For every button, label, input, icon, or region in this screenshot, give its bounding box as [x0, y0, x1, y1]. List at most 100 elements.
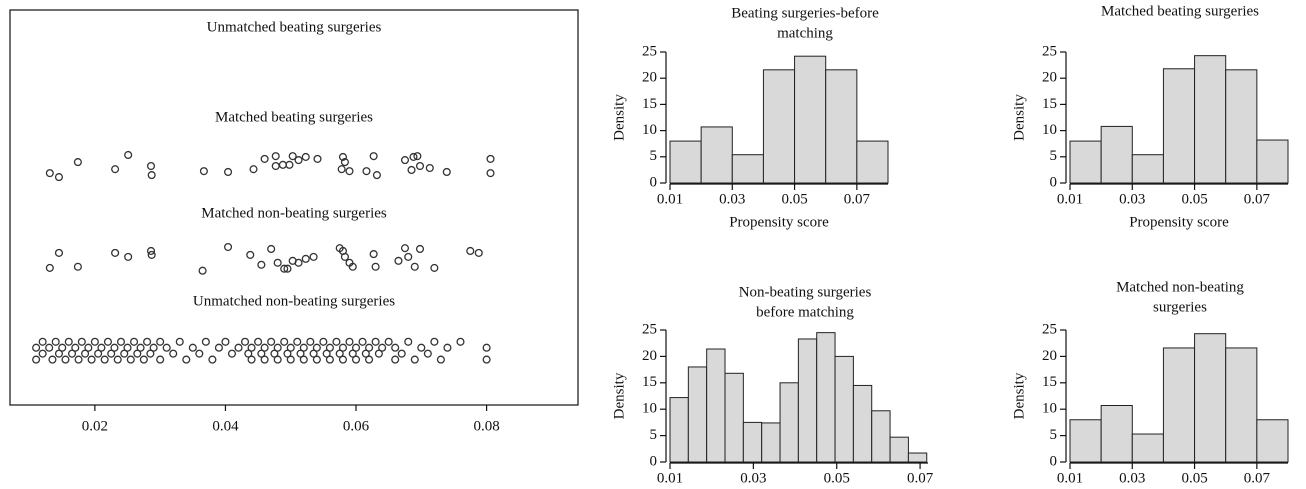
- point: [97, 343, 106, 352]
- point: [221, 337, 230, 346]
- point: [351, 355, 361, 364]
- point: [369, 250, 378, 259]
- point: [143, 337, 152, 346]
- y-tick-label: 5: [650, 427, 658, 443]
- point: [313, 154, 322, 163]
- y-tick-label: 15: [1042, 374, 1057, 390]
- bar: [669, 397, 689, 463]
- point: [182, 355, 191, 364]
- point: [257, 349, 266, 358]
- y-axis-label: Density: [611, 94, 627, 141]
- x-tick-label: 0.03: [1119, 191, 1145, 207]
- point: [415, 244, 425, 254]
- point: [430, 263, 439, 272]
- point: [374, 349, 383, 358]
- point: [147, 250, 156, 259]
- plot-frame: [9, 9, 579, 406]
- point: [338, 355, 348, 364]
- point: [260, 154, 269, 163]
- point: [234, 343, 243, 352]
- y-tick-label: 0: [1050, 174, 1058, 190]
- point: [77, 337, 86, 346]
- point: [425, 163, 434, 173]
- x-tick-label: 0.01: [657, 470, 683, 486]
- point: [198, 266, 207, 275]
- bar: [1256, 139, 1289, 184]
- point: [260, 355, 269, 364]
- point: [195, 349, 204, 358]
- point: [270, 349, 279, 358]
- bar: [1069, 419, 1102, 463]
- point: [67, 349, 77, 358]
- point: [169, 349, 178, 358]
- point: [146, 349, 155, 358]
- x-tick-label: 0.03: [740, 470, 766, 486]
- point: [249, 165, 258, 174]
- point: [208, 355, 217, 364]
- y-tick-label: 25: [1042, 43, 1057, 59]
- point: [345, 167, 354, 176]
- y-tick-label: 0: [650, 174, 658, 190]
- point: [124, 150, 133, 160]
- x-tick-label: 0.01: [1057, 191, 1083, 207]
- point: [48, 355, 57, 364]
- y-tick-label: 25: [642, 43, 657, 59]
- point: [371, 262, 380, 271]
- point: [351, 343, 361, 352]
- point: [482, 355, 491, 364]
- y-tick-label: 15: [1042, 96, 1057, 112]
- point: [294, 156, 303, 165]
- x-tick-label: 0.07: [1244, 191, 1271, 207]
- point: [365, 355, 374, 364]
- point: [391, 343, 400, 352]
- point: [111, 165, 120, 174]
- point: [110, 343, 119, 352]
- point: [407, 165, 416, 175]
- point: [162, 343, 171, 352]
- point: [486, 169, 495, 178]
- point: [409, 152, 418, 161]
- x-tick-label: 0.03: [1119, 470, 1145, 486]
- chart-title: Non-beating surgeries: [739, 284, 872, 300]
- y-tick-label: 25: [642, 321, 657, 337]
- point: [71, 343, 80, 352]
- y-tick-label: 0: [650, 453, 658, 469]
- point: [188, 343, 197, 352]
- point: [309, 349, 318, 358]
- point: [325, 343, 334, 352]
- point: [45, 343, 54, 352]
- point: [271, 161, 280, 171]
- group-label: Matched beating surgeries: [215, 109, 373, 125]
- bar: [1162, 68, 1196, 184]
- point: [257, 260, 266, 269]
- y-tick-label: 10: [642, 401, 657, 417]
- x-tick-label: 0.01: [657, 191, 683, 207]
- point: [372, 171, 381, 180]
- point: [369, 152, 378, 161]
- point: [400, 244, 410, 253]
- point: [345, 337, 354, 346]
- point: [45, 169, 54, 178]
- point: [201, 337, 210, 346]
- bar: [1256, 419, 1289, 463]
- x-tick-label: 0.05: [1181, 191, 1207, 207]
- point: [335, 349, 344, 358]
- point: [362, 167, 371, 176]
- chart-title: Beating surgeries-before: [731, 5, 879, 21]
- point: [404, 252, 413, 261]
- point: [58, 343, 67, 352]
- point: [116, 337, 126, 346]
- point: [338, 343, 348, 352]
- point: [486, 154, 495, 163]
- point: [286, 355, 295, 364]
- point: [54, 248, 64, 257]
- chart-title: surgeries: [1153, 299, 1207, 315]
- point: [325, 355, 334, 364]
- point: [100, 355, 109, 364]
- bar: [852, 384, 873, 463]
- x-tick-label: 0.06: [343, 418, 370, 434]
- point: [227, 349, 237, 358]
- point: [126, 355, 135, 364]
- point: [293, 337, 302, 346]
- point: [73, 262, 82, 271]
